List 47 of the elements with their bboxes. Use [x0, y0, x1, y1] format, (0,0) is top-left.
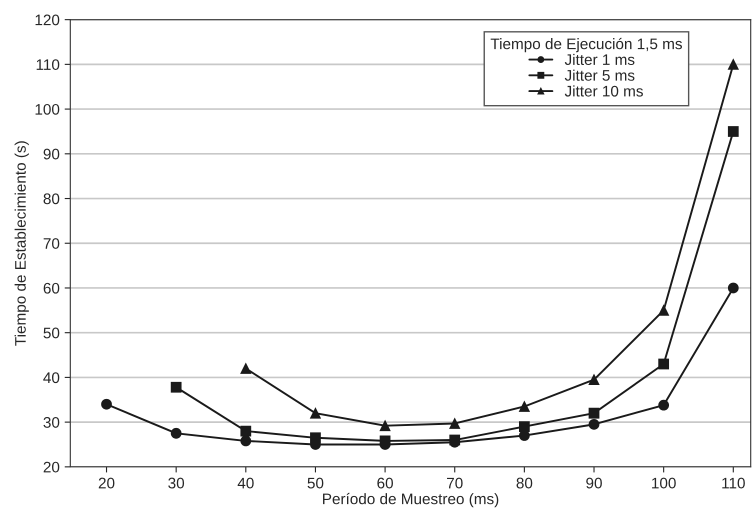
legend-label: Jitter 5 ms — [564, 70, 634, 81]
legend-label: Jitter 10 ms — [564, 85, 643, 97]
point — [728, 282, 739, 294]
point — [588, 408, 600, 419]
x-tick-label: 20 — [98, 478, 114, 488]
legend-label: Jitter 1 ms — [564, 54, 634, 66]
y-tick-label: 50 — [44, 328, 60, 338]
point — [588, 374, 600, 386]
point — [240, 436, 252, 446]
point — [588, 418, 600, 430]
point — [449, 418, 460, 429]
x-tick-label: 50 — [308, 478, 324, 488]
y-tick-label: 110 — [36, 59, 60, 70]
point — [240, 426, 252, 436]
y-tick-label: 60 — [44, 282, 60, 294]
x-tick-label: 70 — [447, 478, 463, 488]
point — [658, 400, 670, 411]
point — [658, 358, 670, 370]
point — [380, 420, 390, 432]
point — [170, 428, 182, 439]
y-tick-label: 20 — [44, 462, 60, 473]
point — [170, 382, 182, 393]
x-tick-label: 60 — [377, 478, 393, 488]
x-tick-label: 80 — [516, 478, 532, 488]
x-tick-label: 30 — [168, 478, 184, 488]
point — [310, 408, 321, 419]
y-tick-label: 40 — [43, 372, 60, 384]
y-tick-label: 90 — [44, 148, 60, 160]
y-tick-label: 30 — [43, 417, 60, 428]
point — [240, 363, 252, 374]
x-axis-title: Período de Muestreo (ms) — [323, 492, 498, 508]
point — [728, 58, 739, 70]
y-tick-label: 120 — [36, 14, 60, 26]
y-tick-label: 70 — [44, 238, 60, 249]
y-axis-title: Tiempo de Establecimiento (s) — [14, 141, 29, 346]
point — [101, 398, 112, 410]
point — [728, 126, 739, 137]
legend-title: Tiempo de Ejecución 1,5 ms — [490, 38, 682, 52]
point — [518, 421, 530, 432]
y-tick-label: 80 — [44, 193, 60, 204]
point — [518, 401, 530, 412]
x-tick-label: 90 — [586, 478, 602, 488]
x-tick-label: 100 — [652, 478, 676, 488]
x-tick-label: 40 — [238, 478, 254, 488]
x-tick-label: 110 — [722, 478, 745, 488]
y-tick-label: 100 — [36, 104, 60, 115]
point — [658, 304, 670, 316]
